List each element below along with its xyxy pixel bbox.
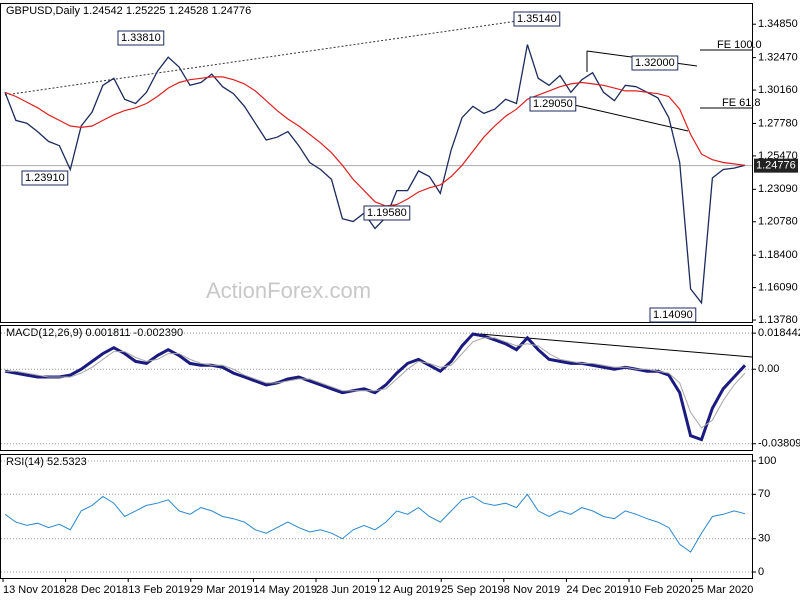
trendline [4,15,553,96]
panel-frames [0,3,753,579]
annotation-box [513,11,561,27]
series-line [4,493,746,553]
series-line [4,332,747,442]
x-tick-label: 13 Nov 2018 [3,584,65,596]
annotation: 1.35140 [517,13,557,25]
annotation-box [529,96,577,112]
last-price-label: 1.24776 [756,160,796,172]
y-tick-label: 1.32470 [758,52,798,64]
annotation-box [631,55,679,71]
y-tick-label: 1.20780 [758,216,798,228]
x-tick-label: 12 Aug 2019 [379,584,441,596]
annotation: 1.19580 [367,207,407,219]
x-tick-label: 8 Nov 2019 [504,584,560,596]
annotation: 1.29050 [533,98,573,110]
y-tick-label: 1.34850 [758,18,798,30]
x-tick-label: 24 Dec 2019 [566,584,628,596]
series-line [4,76,746,207]
rsi-frame [0,454,753,579]
x-tick-label: 28 Jun 2019 [316,584,377,596]
series-line [5,337,746,429]
annotation: FE 61.8 [722,97,761,109]
y-tick-label: 1.16090 [758,282,798,294]
y-tick-label: 0 [758,566,764,578]
annotation-box [649,307,697,323]
channel-line [569,103,689,132]
macd-frame [0,325,753,451]
macd-trendline [479,333,753,358]
y-tick-label: 1.30160 [758,84,798,96]
annotation: 1.33810 [121,32,161,44]
rsi-title: RSI(14) 52.5323 [6,456,87,468]
annotation-box [363,205,411,221]
annotation: FE 100.0 [717,39,762,51]
y-tick-label: 1.13780 [758,314,798,326]
last-price-box [754,158,798,173]
x-tick-label: 25 Mar 2020 [692,584,754,596]
y-tick-label: 0.018442 [758,327,800,339]
annotation: 1.32000 [635,57,675,69]
annotation: 1.23910 [25,172,65,184]
x-tick-label: 28 Dec 2018 [66,584,128,596]
annotation-box [117,30,165,46]
y-tick-label: 30 [758,533,770,545]
x-tick-label: 29 Mar 2019 [191,584,253,596]
y-tick-label: 100 [758,455,776,467]
price-title: GBPUSD,Daily 1.24542 1.25225 1.24528 1.2… [6,5,251,17]
annotation: 1.14090 [653,309,693,321]
watermark: ActionForex.com [206,278,371,303]
annotation-box [21,170,69,186]
x-tick-label: 14 May 2019 [253,584,317,596]
y-tick-label: 0.00 [758,363,779,375]
x-tick-label: 25 Sep 2019 [441,584,503,596]
y-tick-label: -0.038095 [758,438,800,450]
x-tick-label: 13 Feb 2019 [128,584,190,596]
y-tick-label: 1.23090 [758,183,798,195]
x-tick-label: 10 Feb 2020 [629,584,691,596]
y-tick-label: 1.18400 [758,249,798,261]
price-frame [0,3,753,323]
y-tick-label: 1.27780 [758,117,798,129]
y-tick-label: 70 [758,488,770,500]
